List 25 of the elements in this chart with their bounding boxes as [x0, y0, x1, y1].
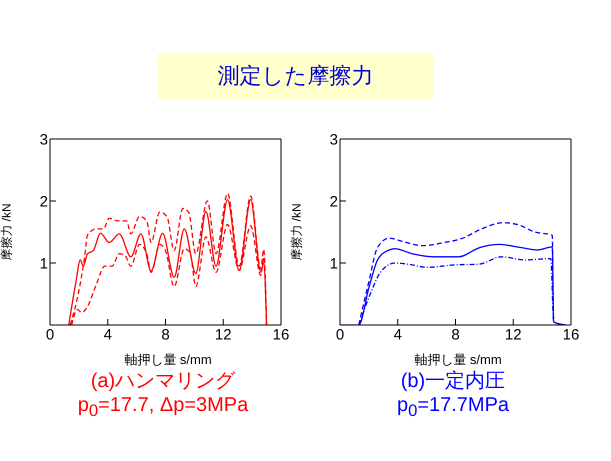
text: p$_{0}$=17.7, Δp=3MPa — [76, 393, 250, 422]
y-tick-label: 1 — [330, 255, 338, 272]
y-tick-label: 2 — [40, 193, 48, 210]
y-tick-label: 3 — [330, 131, 338, 148]
chart-title: 測定した摩擦力 — [158, 53, 433, 99]
y-tick-label: 2 — [330, 193, 338, 210]
x-tick-label: 16 — [272, 326, 290, 344]
text: p$_{0}$=17.7MPa — [396, 393, 510, 422]
x-tick-label: 12 — [504, 326, 522, 344]
x-tick-label: 0 — [336, 326, 344, 344]
x-tick-label: 4 — [394, 326, 402, 344]
text: (b)一定内圧 — [400, 369, 506, 393]
y-tick-label: 1 — [40, 255, 48, 272]
x-tick-label: 4 — [104, 326, 112, 344]
text: (a)ハンマリング — [90, 369, 236, 393]
x-tick-label: 16 — [562, 326, 580, 344]
x-tick-label: 0 — [46, 326, 54, 344]
x-tick-label: 8 — [161, 326, 170, 344]
x-tick-label: 8 — [451, 326, 460, 344]
x-axis-title: 軸押し量 s/mm — [123, 351, 213, 369]
x-tick-label: 12 — [214, 326, 232, 344]
y-axis-title: 摩擦力 /kN — [0, 203, 14, 261]
x-axis-title: 軸押し量 s/mm — [413, 351, 503, 369]
y-tick-label: 3 — [40, 131, 48, 148]
y-axis-title: 摩擦力 /kN — [289, 203, 304, 261]
